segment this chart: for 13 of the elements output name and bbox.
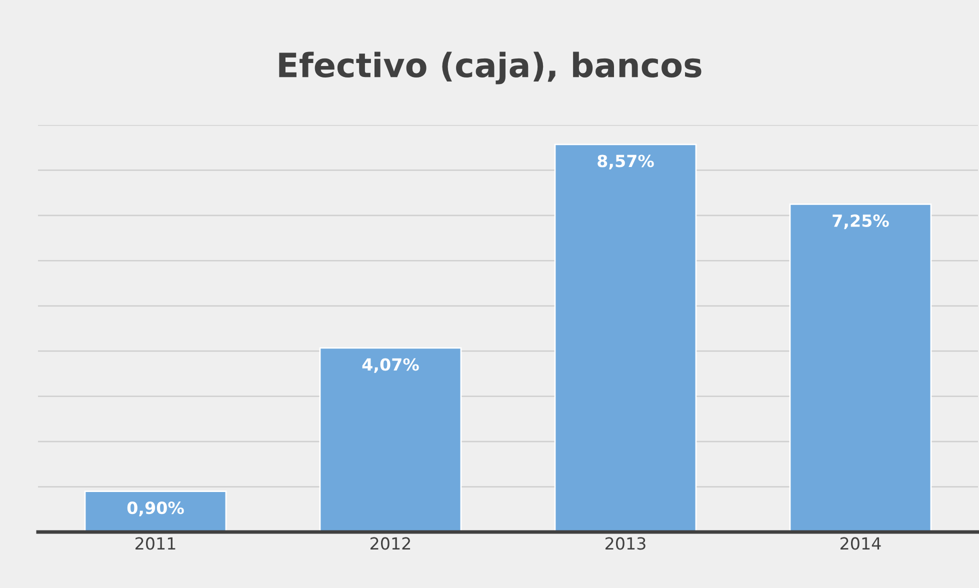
data-label: 0,90% [127,502,184,516]
chart-title: Efectivo (caja), bancos [279,52,702,84]
bar [84,490,227,532]
bar [554,144,697,532]
data-label: 4,07% [362,358,419,373]
bar [319,347,462,532]
x-tick-label: 2013 [606,537,646,550]
x-tick-label: 2011 [136,537,176,550]
data-label: 7,25% [832,214,889,230]
bar [789,203,932,532]
x-tick-label: 2014 [840,537,881,550]
x-tick-label: 2012 [370,537,410,550]
data-label: 8,57% [598,154,654,170]
